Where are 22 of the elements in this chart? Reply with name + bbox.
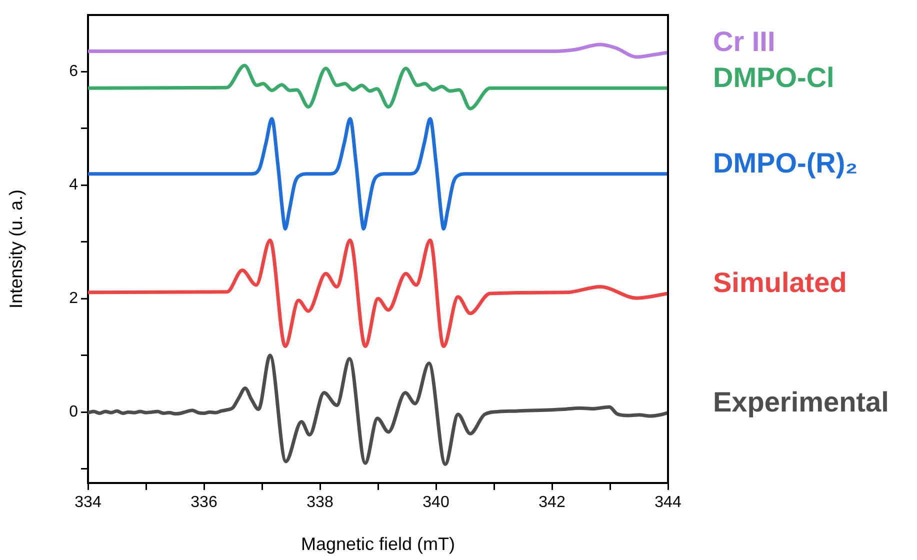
y-tick-label: 6 [69, 63, 78, 80]
line-series [88, 238, 668, 348]
y-axis-title: Intensity (u. a.) [6, 189, 26, 309]
line-series [88, 354, 668, 466]
x-tick-label: 334 [74, 494, 102, 512]
x-tick-label: 340 [422, 494, 450, 512]
series-label: DMPO-Cl [713, 62, 834, 93]
series-label: Cr III [713, 26, 776, 58]
line-series [88, 64, 668, 110]
y-tick-label: 0 [69, 403, 78, 420]
x-tick-label: 336 [190, 494, 218, 512]
line-series [88, 117, 668, 231]
x-tick-label: 342 [538, 494, 566, 512]
series-label: Experimental [713, 386, 889, 418]
series-label: Simulated [713, 267, 847, 298]
line-series [88, 42, 668, 59]
x-axis-title: Magnetic field (mT) [300, 534, 456, 554]
series-label: DMPO-(R)₂ [713, 148, 858, 179]
y-tick-label: 2 [69, 290, 78, 308]
x-tick-label: 344 [654, 494, 682, 512]
x-tick-label: 338 [306, 494, 334, 512]
y-tick-label: 4 [69, 176, 78, 194]
